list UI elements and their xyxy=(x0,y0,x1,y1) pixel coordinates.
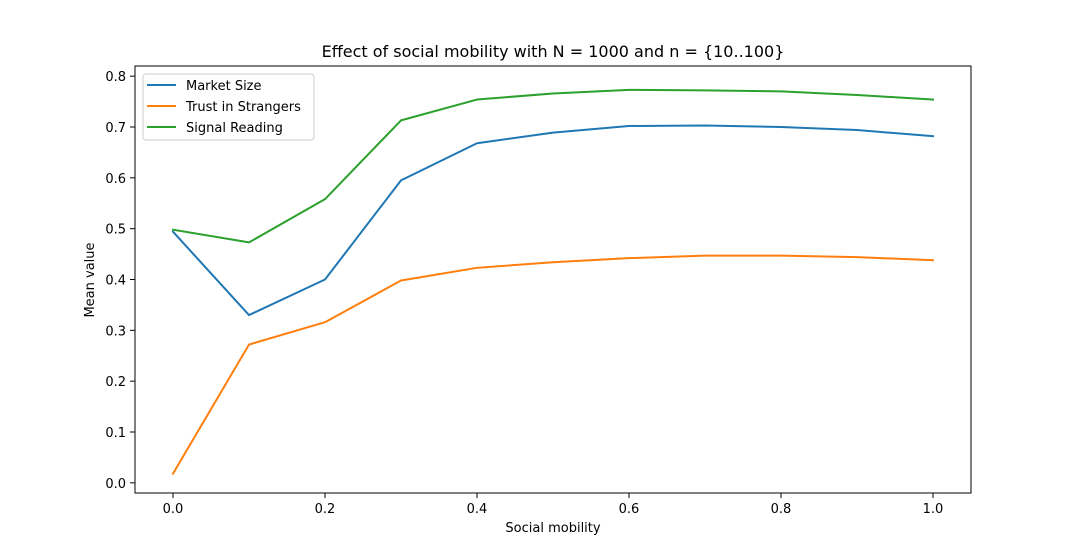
y-tick-label: 0.4 xyxy=(105,274,126,289)
y-tick-label: 0.3 xyxy=(105,324,126,339)
legend-box xyxy=(142,73,315,141)
legend: Market Size Trust in Strangers Signal Read… xyxy=(142,73,315,141)
x-tick-label: 0.0 xyxy=(163,502,184,517)
chart-title: Effect of social mobility with N = 1000 … xyxy=(322,42,785,61)
y-tick-label: 0.7 xyxy=(105,121,126,136)
series-line-2 xyxy=(171,88,935,244)
legend-label-1: Trust in Strangers xyxy=(185,100,301,115)
x-tick-label: 0.2 xyxy=(315,502,336,517)
y-axis-label: Mean value xyxy=(83,242,98,317)
x-tick-label: 0.6 xyxy=(619,502,640,517)
x-tick-label: 1.0 xyxy=(923,502,944,517)
y-tick-label: 0.2 xyxy=(105,375,126,390)
series-line-0 xyxy=(171,124,935,317)
series-line-1 xyxy=(171,254,935,476)
y-tick-label: 0.6 xyxy=(105,172,126,187)
plot-area: 0.0 0.2 0.4 0.6 0.8 1.0 0.0 0.1 0.2 0.3 0.4 0.5 0.6 0… xyxy=(105,65,972,517)
y-tick-label: 0.8 xyxy=(105,70,126,85)
y-tick-label: 0.0 xyxy=(105,477,126,492)
x-tick-label: 0.8 xyxy=(771,502,792,517)
legend-label-0: Market Size xyxy=(186,79,262,94)
y-tick-label: 0.5 xyxy=(105,223,126,238)
legend-label-2: Signal Reading xyxy=(186,121,283,136)
y-tick-label: 0.1 xyxy=(105,426,126,441)
x-tick-label: 0.4 xyxy=(467,502,488,517)
x-axis-label: Social mobility xyxy=(505,521,600,536)
